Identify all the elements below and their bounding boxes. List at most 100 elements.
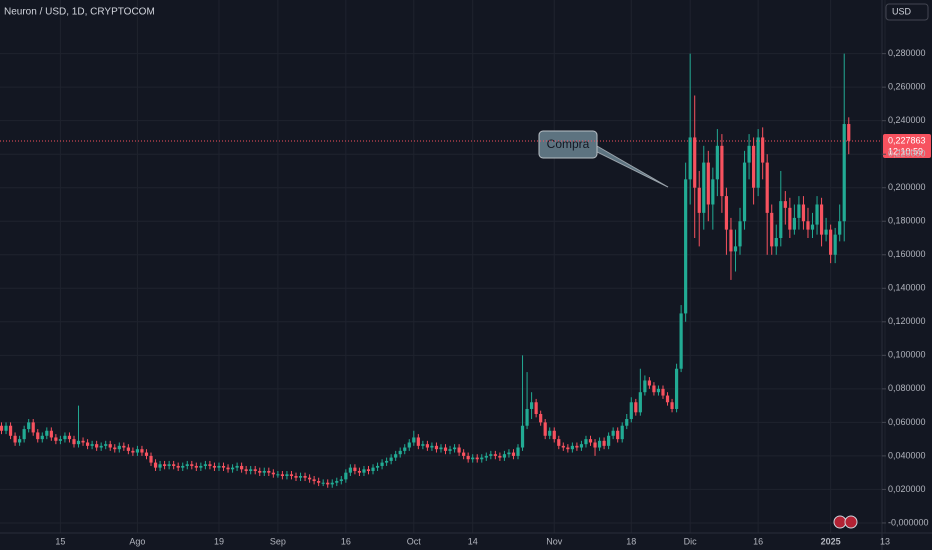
candle-body [715,145,719,180]
candle-body [566,447,570,450]
candle-body [221,465,226,468]
candle-body [738,221,742,247]
candle-body [511,452,516,456]
candle-body [208,464,212,466]
candle-body [267,470,271,473]
candle-body [375,465,380,468]
candle-body [366,469,371,471]
candle-body [76,440,81,445]
candle-body [543,422,547,436]
event-icon[interactable] [844,515,858,529]
candle-body [172,464,176,466]
candle-body [90,444,94,446]
candle-body [58,439,62,441]
candle-body [240,465,244,470]
candle-body [625,419,629,426]
candle-body [756,137,760,188]
event-icon[interactable] [833,515,847,529]
candle-body [49,430,53,438]
candle-body [144,452,149,456]
candle-body [788,207,792,230]
candle-body [45,430,49,436]
candle-body [434,445,439,450]
candle-body [525,408,529,426]
candle-body [185,464,189,466]
x-tick-label: 13 [880,536,890,546]
candle-body [656,388,661,393]
candle-body [561,445,565,448]
candle-body [607,435,611,446]
candle-body [371,467,375,471]
candle-body [22,429,26,440]
x-tick-label: Nov [546,536,563,546]
candle-body [126,447,130,451]
y-tick-label: 0,140000 [888,283,926,293]
y-tick-label: 0,100000 [888,350,926,360]
candle-body [67,435,72,440]
candle-body [153,462,158,468]
candle-body [113,447,117,450]
candle-body [167,464,171,466]
candle-body [448,449,452,451]
candle-body [842,124,846,222]
currency-button[interactable] [885,3,929,21]
candle-body [280,474,285,477]
candle-body [430,445,434,448]
y-tick-label: 0,240000 [888,115,926,125]
x-tick-label: 18 [626,536,636,546]
candle-body [95,444,99,448]
candle-body [552,430,556,440]
x-tick-label: 19 [214,536,224,546]
candle-body [838,221,842,235]
candle-body [819,204,824,235]
candle-body [348,467,352,473]
candle-body [575,445,579,448]
x-tick-label: 14 [468,536,478,546]
chart-title: Neuron / USD, 1D, CRYPTOCOM [4,7,155,18]
candle-body [81,440,85,443]
y-tick-label: 0,120000 [888,316,926,326]
candle-body [85,442,90,446]
candle-body [339,479,343,482]
candle-body [720,145,724,197]
candle-body [276,474,280,476]
icons [833,515,858,529]
candle-body [611,430,615,436]
grid [0,0,886,533]
candle-body [353,467,357,471]
candle-body [493,454,497,456]
candle-body [530,402,534,409]
price-tag-value: 0,227863 [888,135,926,145]
candle-body [466,455,470,460]
candle-body [203,464,207,466]
candle-body [711,179,715,205]
x-tick-label: 16 [341,536,351,546]
candle-body [462,452,466,456]
candle-body [194,465,198,468]
candle-body [693,137,697,188]
candle-body [833,234,837,255]
candle-body [824,229,828,235]
candle-body [747,145,751,163]
candle-body [742,162,747,222]
candle-body [158,464,162,468]
candle-body [588,439,593,443]
candle-body [652,385,656,393]
candle-body [285,474,289,477]
candle-body [616,430,620,440]
candle-body [810,224,815,230]
candle-body [407,442,411,448]
y-tick-label: 0,200000 [888,182,926,192]
x-tick-label: 15 [55,536,65,546]
candle-body [584,439,588,445]
candle-body [335,481,339,483]
candle-body [262,470,266,473]
candle-body [507,452,511,455]
candle-body [362,469,366,473]
candle-body [674,368,679,409]
candle-body [797,204,801,218]
candle-body [457,447,461,453]
